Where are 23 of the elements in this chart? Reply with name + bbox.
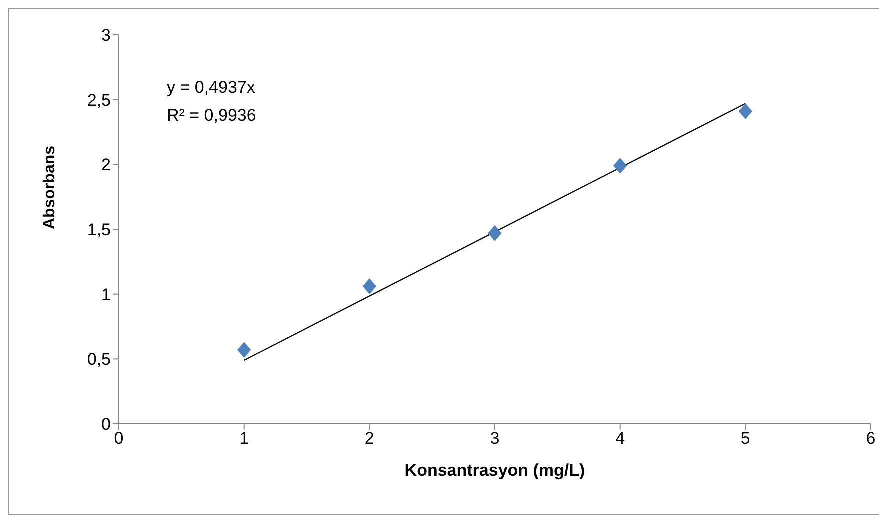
y-tick-label: 2 [102,156,111,175]
point [614,158,628,174]
y-tick-label: 0,5 [87,350,111,370]
y-tick-label: 1 [102,285,111,304]
y-tick-label: 0 [102,415,111,434]
y-axis-title: Absorbans [42,146,59,230]
x-tick-label: 3 [490,429,500,448]
point [488,225,502,242]
point [238,342,252,358]
y-tick-label: 3 [102,26,111,46]
y-tick-label: 2,5 [87,90,111,110]
x-tick-label: 0 [114,429,124,448]
annotation: y = 0,4937x [167,78,256,97]
x-tick-label: 5 [740,429,750,448]
x-axis-title: Konsantrasyon (mg/L) [404,461,586,480]
annotation: R² = 0,9936 [167,106,256,125]
point [738,104,752,120]
x-tick-label: 1 [240,429,250,448]
x-tick-label: 2 [364,429,374,448]
point [362,278,376,295]
x-tick-label: 4 [616,429,626,448]
x-tick-label: 6 [866,429,876,448]
y-tick-label: 1,5 [87,220,111,240]
